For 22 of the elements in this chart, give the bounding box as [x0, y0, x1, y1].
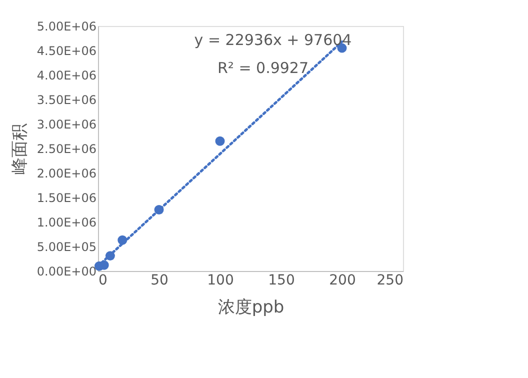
y-tick-label: 1.00E+06 — [36, 216, 96, 230]
y-tick-label: 0.00E+00 — [36, 264, 96, 278]
y-tick-label: 5.00E+05 — [36, 240, 96, 254]
x-tick-label: 150 — [268, 272, 295, 288]
x-tick-label: 0 — [98, 272, 108, 288]
x-tick-label: 200 — [329, 272, 356, 288]
x-tick-label: 100 — [207, 272, 234, 288]
x-tick-label: 250 — [376, 272, 404, 288]
y-axis-title: 峰面积 — [10, 124, 30, 174]
y-tick-label: 2.50E+06 — [36, 142, 96, 156]
y-tick-label: 4.50E+06 — [36, 44, 96, 58]
y-tick-label: 3.00E+06 — [36, 118, 96, 132]
point — [215, 136, 225, 146]
y-tick-label: 3.50E+06 — [36, 93, 96, 107]
y-tick-label: 4.00E+06 — [36, 68, 96, 82]
annotation: y = 22936x + 97604 — [194, 31, 352, 49]
x-axis-title: 浓度ppb — [218, 298, 284, 318]
x-tick-label: 50 — [150, 272, 168, 288]
y-tick-label: 5.00E+06 — [36, 20, 96, 34]
y-tick-label: 2.00E+06 — [36, 166, 96, 180]
annotation: R² = 0.9927 — [217, 59, 309, 77]
y-tick-label: 1.50E+06 — [36, 191, 96, 205]
